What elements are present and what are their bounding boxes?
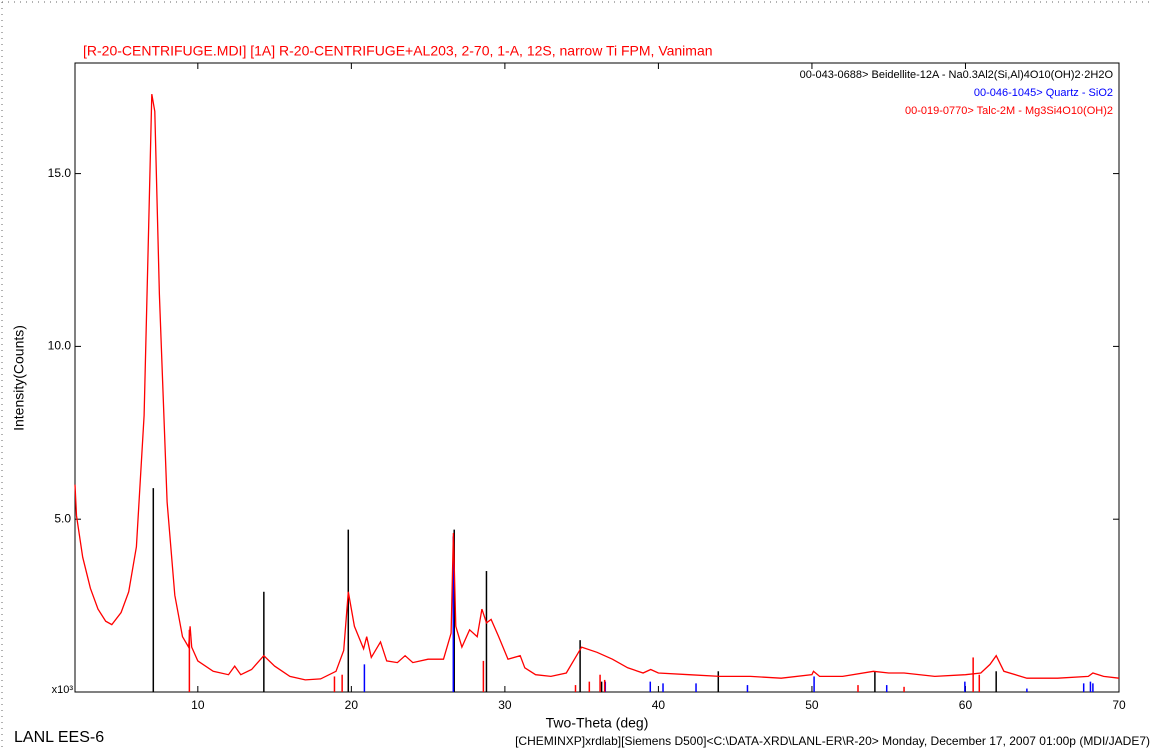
footer-right: [CHEMINXP]xrdlab][Siemens D500]<C:\DATA-… bbox=[515, 734, 1150, 748]
x-axis-label: Two-Theta (deg) bbox=[546, 715, 649, 731]
y-unit-label: x10³ bbox=[52, 684, 74, 696]
scan-line bbox=[74, 93, 1120, 681]
x-tick-label: 70 bbox=[1112, 698, 1126, 712]
plot-frame bbox=[74, 62, 1120, 693]
x-tick-label: 60 bbox=[959, 698, 973, 712]
legend-entry: 00-043-0688> Beidellite-12A - Na0.3Al2(S… bbox=[800, 69, 1114, 81]
footer-left: LANL EES-6 bbox=[14, 729, 104, 746]
x-tick-label: 30 bbox=[498, 698, 512, 712]
x-tick-label: 20 bbox=[345, 698, 359, 712]
y-tick-label: 5.0 bbox=[54, 511, 71, 525]
y-tick-label: 10.0 bbox=[48, 339, 72, 353]
x-tick-label: 10 bbox=[191, 698, 205, 712]
y-tick-label: 15.0 bbox=[48, 166, 72, 180]
legend-entry: 00-019-0770> Talc-2M - Mg3Si4O10(OH)2 bbox=[905, 105, 1113, 117]
chart-title: [R-20-CENTRIFUGE.MDI] [1A] R-20-CENTRIFU… bbox=[83, 43, 713, 59]
x-tick-label: 50 bbox=[805, 698, 819, 712]
y-axis-label: Intensity(Counts) bbox=[11, 325, 27, 431]
x-tick-label: 40 bbox=[652, 698, 666, 712]
legend-entry: 00-046-1045> Quartz - SiO2 bbox=[974, 87, 1113, 99]
